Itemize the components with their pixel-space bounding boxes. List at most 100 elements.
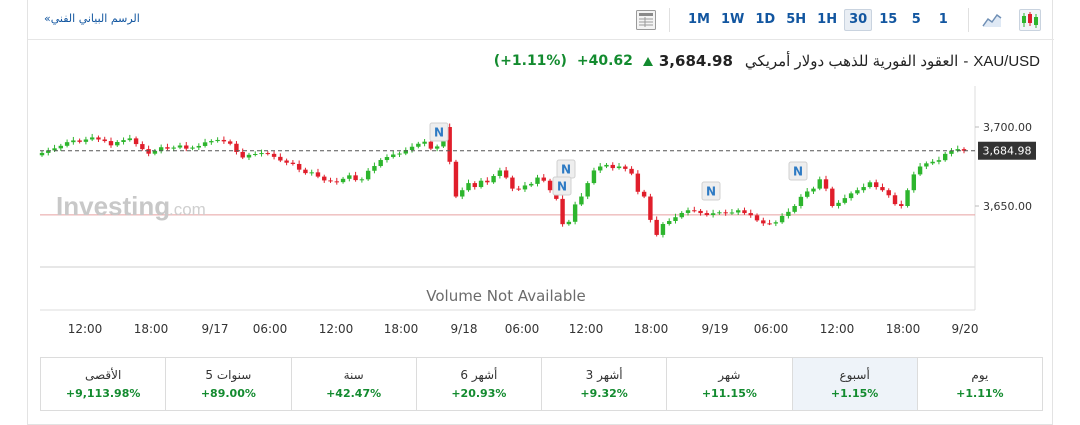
candle bbox=[460, 187, 465, 200]
candle bbox=[391, 151, 396, 159]
interval-1[interactable]: 1 bbox=[938, 12, 948, 27]
candle bbox=[848, 191, 854, 201]
chart-widget: الرسم البياني الفني» 1M 1W 1D 5H 1H 30 1… bbox=[27, 0, 1054, 425]
perf-cell-max[interactable]: الأقصى +9,113.98% bbox=[41, 358, 167, 410]
interval-1h[interactable]: 1H bbox=[817, 12, 838, 27]
candle bbox=[566, 219, 572, 226]
svg-text:3,684.98: 3,684.98 bbox=[983, 145, 1032, 158]
candle bbox=[353, 171, 358, 182]
double-chevron-icon: » bbox=[44, 12, 51, 25]
candle bbox=[397, 151, 402, 158]
toolbar-divider bbox=[669, 8, 670, 32]
news-event-marker: N bbox=[429, 122, 449, 142]
area-chart-icon[interactable] bbox=[981, 9, 1003, 31]
chart-toolbar: الرسم البياني الفني» 1M 1W 1D 5H 1H 30 1… bbox=[28, 0, 1054, 40]
interval-5h[interactable]: 5H bbox=[786, 12, 807, 27]
perf-cell-6m[interactable]: 6 أشهر +20.93% bbox=[417, 358, 542, 410]
up-arrow-icon bbox=[642, 56, 653, 66]
candle bbox=[585, 181, 590, 200]
candle bbox=[234, 141, 239, 155]
candle bbox=[641, 189, 647, 199]
instrument-symbol: XAU/USD bbox=[973, 52, 1040, 70]
candle bbox=[936, 156, 942, 165]
candle bbox=[786, 208, 791, 219]
candle bbox=[58, 143, 64, 151]
candle bbox=[121, 137, 126, 145]
perf-value: +1.15% bbox=[830, 387, 879, 400]
candlestick-icon[interactable] bbox=[1019, 9, 1041, 31]
interval-15[interactable]: 15 bbox=[879, 12, 898, 27]
y-tick-label: 3,700.00 bbox=[983, 121, 1032, 134]
candle bbox=[265, 151, 270, 156]
candle bbox=[767, 219, 772, 226]
candle bbox=[384, 154, 390, 163]
candle bbox=[227, 139, 233, 146]
svg-text:N: N bbox=[557, 180, 567, 194]
candle bbox=[942, 151, 948, 162]
candle bbox=[535, 174, 540, 187]
candle bbox=[434, 144, 440, 152]
candle bbox=[779, 213, 785, 224]
news-event-marker: N bbox=[556, 159, 576, 179]
candle bbox=[133, 136, 139, 147]
interval-5[interactable]: 5 bbox=[911, 12, 921, 27]
perf-value: +11.15% bbox=[701, 387, 757, 400]
candle bbox=[334, 177, 339, 185]
perf-cell-1w[interactable]: أسبوع +1.15% bbox=[792, 358, 918, 410]
perf-cell-1y[interactable]: سنة +42.47% bbox=[292, 358, 417, 410]
candle bbox=[416, 141, 421, 149]
perf-value: +9.32% bbox=[580, 387, 628, 400]
candle bbox=[39, 151, 45, 157]
candle bbox=[253, 151, 258, 157]
perf-label: يوم bbox=[971, 368, 989, 382]
candle bbox=[503, 166, 509, 180]
perf-label: 6 أشهر bbox=[460, 368, 498, 382]
perf-cell-1d[interactable]: يوم +1.11% bbox=[918, 358, 1042, 410]
candle bbox=[372, 162, 377, 174]
interval-1m[interactable]: 1M bbox=[688, 12, 710, 27]
interval-30[interactable]: 30 bbox=[844, 9, 873, 31]
price-chart[interactable]: 3,684.98 NNN NN 3,700.003,650.00 12:00 18:… bbox=[28, 86, 1054, 348]
perf-value: +9,113.98% bbox=[65, 387, 141, 400]
candle bbox=[917, 163, 923, 176]
candle bbox=[259, 149, 264, 157]
x-tick-label: 12:00 bbox=[569, 322, 604, 336]
x-axis: 12:00 18:00 9/17 06:00 12:00 18:00 9/18 06:00 12… bbox=[68, 322, 979, 336]
x-tick-label: 9/17 bbox=[202, 322, 229, 336]
table-layout-icon[interactable] bbox=[635, 9, 657, 31]
candle bbox=[886, 188, 891, 198]
x-tick-label: 12:00 bbox=[68, 322, 103, 336]
perf-cell-3m[interactable]: 3 أشهر +9.32% bbox=[542, 358, 668, 410]
candle bbox=[949, 148, 954, 157]
x-tick-label: 9/18 bbox=[451, 322, 478, 336]
x-tick-label: 18:00 bbox=[634, 322, 669, 336]
candle bbox=[177, 142, 183, 150]
candle bbox=[911, 171, 917, 193]
candle bbox=[202, 138, 208, 148]
interval-1w[interactable]: 1W bbox=[720, 12, 745, 27]
candle bbox=[196, 143, 202, 151]
candle bbox=[472, 181, 477, 190]
candle bbox=[478, 178, 484, 189]
candle bbox=[240, 148, 245, 160]
candle bbox=[572, 201, 578, 225]
candle bbox=[140, 141, 145, 151]
candle bbox=[861, 183, 866, 193]
perf-label: 5 سنوات bbox=[205, 368, 252, 382]
chart-grid bbox=[40, 86, 976, 311]
candle bbox=[679, 211, 684, 219]
candle bbox=[453, 159, 459, 199]
perf-cell-5y[interactable]: 5 سنوات +89.00% bbox=[166, 358, 292, 410]
perf-cell-1m[interactable]: شهر +11.15% bbox=[667, 358, 793, 410]
candle bbox=[278, 153, 283, 163]
candle bbox=[804, 187, 810, 199]
candle bbox=[221, 136, 227, 144]
interval-selector: 1M 1W 1D 5H 1H 30 15 5 1 bbox=[684, 9, 958, 31]
candle bbox=[742, 207, 747, 215]
interval-1d[interactable]: 1D bbox=[755, 12, 776, 27]
svg-text:N: N bbox=[561, 163, 571, 177]
technical-chart-link[interactable]: الرسم البياني الفني» bbox=[38, 12, 140, 25]
candle bbox=[378, 158, 383, 168]
candle bbox=[71, 136, 76, 145]
candle bbox=[522, 181, 528, 192]
